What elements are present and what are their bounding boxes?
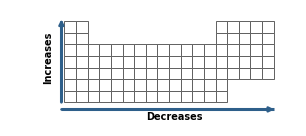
Bar	[99, 91, 111, 102]
Bar	[239, 67, 251, 79]
Bar	[216, 79, 227, 91]
Bar	[251, 56, 262, 67]
Bar	[76, 33, 88, 44]
Bar	[64, 67, 76, 79]
Bar	[169, 91, 181, 102]
Bar	[239, 33, 251, 44]
Bar	[192, 56, 204, 67]
Bar	[262, 21, 274, 33]
Bar	[227, 44, 239, 56]
Bar	[181, 91, 192, 102]
Bar	[204, 91, 216, 102]
Bar	[169, 79, 181, 91]
Bar	[192, 44, 204, 56]
Bar	[181, 56, 192, 67]
Bar	[157, 91, 169, 102]
Bar	[64, 44, 76, 56]
Bar	[76, 79, 88, 91]
Bar	[251, 67, 262, 79]
Bar	[216, 21, 227, 33]
Bar	[88, 91, 99, 102]
Bar	[216, 91, 227, 102]
Bar	[216, 56, 227, 67]
Bar	[99, 44, 111, 56]
Bar	[251, 21, 262, 33]
Bar	[216, 44, 227, 56]
Bar	[88, 44, 99, 56]
Bar	[64, 33, 76, 44]
Bar	[227, 67, 239, 79]
Bar	[122, 44, 134, 56]
Bar	[146, 67, 157, 79]
Bar	[134, 67, 146, 79]
Bar	[122, 91, 134, 102]
Bar	[64, 79, 76, 91]
Bar	[251, 44, 262, 56]
Bar	[227, 21, 239, 33]
Bar	[181, 67, 192, 79]
Bar	[227, 33, 239, 44]
Bar	[262, 44, 274, 56]
Bar	[227, 56, 239, 67]
Bar	[122, 56, 134, 67]
Bar	[64, 21, 76, 33]
Bar	[239, 21, 251, 33]
Bar	[134, 56, 146, 67]
Bar	[111, 79, 122, 91]
Bar	[169, 44, 181, 56]
Bar	[76, 21, 88, 33]
Bar	[111, 44, 122, 56]
Bar	[76, 67, 88, 79]
Bar	[134, 44, 146, 56]
Bar	[157, 56, 169, 67]
Bar	[262, 67, 274, 79]
Bar	[88, 67, 99, 79]
Bar	[204, 67, 216, 79]
Bar	[111, 56, 122, 67]
Bar	[146, 91, 157, 102]
Bar	[169, 67, 181, 79]
Bar	[146, 79, 157, 91]
Bar	[239, 56, 251, 67]
Text: Increases: Increases	[44, 32, 54, 84]
Bar	[169, 56, 181, 67]
Bar	[157, 79, 169, 91]
Bar	[181, 44, 192, 56]
Bar	[204, 44, 216, 56]
Bar	[192, 91, 204, 102]
Bar	[262, 33, 274, 44]
Bar	[146, 56, 157, 67]
Bar	[204, 56, 216, 67]
Bar	[64, 91, 76, 102]
Bar	[239, 44, 251, 56]
Bar	[146, 44, 157, 56]
Bar	[134, 79, 146, 91]
Bar	[76, 44, 88, 56]
Bar	[216, 67, 227, 79]
Bar	[251, 33, 262, 44]
Text: Decreases: Decreases	[147, 112, 203, 122]
Bar	[122, 79, 134, 91]
Bar	[64, 56, 76, 67]
Bar	[99, 79, 111, 91]
Bar	[76, 56, 88, 67]
Bar	[88, 56, 99, 67]
Bar	[204, 79, 216, 91]
Bar	[192, 79, 204, 91]
Bar	[99, 67, 111, 79]
Bar	[181, 79, 192, 91]
Bar	[99, 56, 111, 67]
Bar	[76, 91, 88, 102]
Bar	[216, 33, 227, 44]
Bar	[262, 56, 274, 67]
Bar	[88, 79, 99, 91]
Bar	[111, 91, 122, 102]
Bar	[122, 67, 134, 79]
Bar	[134, 91, 146, 102]
Bar	[111, 67, 122, 79]
Bar	[157, 67, 169, 79]
Bar	[157, 44, 169, 56]
Bar	[192, 67, 204, 79]
